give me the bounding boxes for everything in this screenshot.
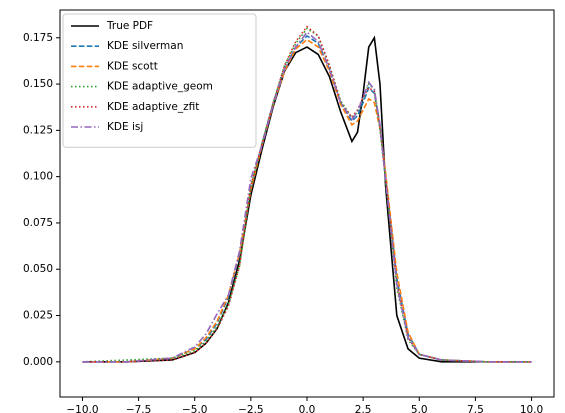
x-tick-label: −2.5 <box>238 404 264 413</box>
legend-label: True PDF <box>106 20 153 32</box>
x-tick-label: 2.5 <box>355 404 372 413</box>
y-tick-label: 0.125 <box>23 124 53 136</box>
legend-label: KDE scott <box>107 60 158 72</box>
legend-frame <box>62 13 257 148</box>
x-tick-label: 10.0 <box>520 404 543 413</box>
series-line <box>82 35 532 363</box>
legend-label: KDE adaptive_geom <box>107 81 213 93</box>
y-tick-label: 0.075 <box>23 217 53 229</box>
x-tick-label: 5.0 <box>411 404 428 413</box>
series-line <box>82 34 532 363</box>
y-tick-label: 0.050 <box>23 263 53 275</box>
y-tick-label: 0.175 <box>23 32 53 44</box>
x-tick-label: 7.5 <box>467 404 484 413</box>
x-tick-label: −10.0 <box>66 404 98 413</box>
x-tick-label: 0.0 <box>299 404 316 413</box>
x-tick-label: −5.0 <box>182 404 208 413</box>
series-line <box>82 31 532 363</box>
y-tick-label: 0.025 <box>23 310 53 322</box>
y-tick-label: 0.100 <box>23 171 53 183</box>
y-tick-label: 0.150 <box>23 78 53 90</box>
legend-label: KDE isj <box>107 121 143 133</box>
y-tick-label: 0.000 <box>23 356 53 368</box>
legend-label: KDE adaptive_zfit <box>107 101 199 113</box>
x-tick-label: −7.5 <box>126 404 152 413</box>
series-line <box>82 38 532 363</box>
legend-label: KDE silverman <box>107 40 183 52</box>
